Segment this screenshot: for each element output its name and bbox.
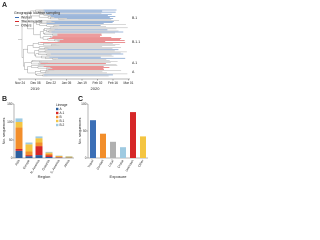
x-tick-label: Africa bbox=[63, 159, 71, 168]
clade-label: B.1.1 bbox=[132, 40, 140, 44]
legend-label: The Americas bbox=[21, 19, 43, 23]
bar-segment bbox=[45, 152, 53, 154]
y-tick-label: 0 bbox=[85, 156, 87, 160]
legend-label: B bbox=[60, 115, 62, 119]
y-tick-label: 150 bbox=[7, 102, 13, 106]
bar-segment bbox=[25, 155, 33, 157]
x-tick-label: Contact bbox=[96, 159, 105, 171]
bar-segment bbox=[55, 156, 63, 158]
bar-segment bbox=[15, 149, 23, 151]
year-label: 2019 bbox=[31, 86, 41, 91]
bar-segment bbox=[45, 156, 53, 158]
y-tick-label: 50 bbox=[83, 129, 87, 133]
year-label: 2020 bbox=[91, 86, 101, 91]
legend-label: Wuhan bbox=[21, 15, 32, 19]
bar-segment bbox=[35, 146, 43, 156]
x-tick-label: Other bbox=[137, 158, 145, 168]
bar-segment bbox=[35, 136, 43, 139]
legend-title: Lineage bbox=[56, 103, 68, 107]
y-tick-label: 0 bbox=[11, 156, 13, 160]
x-tick-label: Local bbox=[107, 159, 114, 168]
legend-swatch bbox=[56, 119, 59, 123]
bar-segment bbox=[45, 151, 53, 153]
y-tick-label: 50 bbox=[9, 138, 13, 142]
bar bbox=[100, 133, 106, 158]
x-tick-label: Unknown bbox=[124, 159, 134, 173]
bar-segment bbox=[25, 144, 33, 152]
legend-swatch bbox=[56, 123, 59, 127]
date-label: Jan 05 bbox=[62, 81, 72, 85]
x-axis-label: Exposure bbox=[110, 174, 128, 179]
legend-label: A.1 bbox=[60, 111, 65, 115]
date-label: Nov 24 bbox=[15, 81, 25, 85]
x-axis-label: Region bbox=[38, 174, 51, 179]
bar-segment bbox=[15, 127, 23, 149]
bar-segment bbox=[15, 118, 23, 122]
legend-label: Others bbox=[21, 23, 32, 27]
bar-segment bbox=[35, 138, 43, 143]
date-label: Mar 01 bbox=[124, 81, 134, 85]
y-axis-label: No. sequences bbox=[1, 118, 6, 145]
bar-segment bbox=[25, 151, 33, 156]
date-label: Feb 16 bbox=[108, 81, 118, 85]
legend-label: B.2 bbox=[60, 123, 65, 127]
bar bbox=[130, 112, 136, 158]
date-label: Jan 19 bbox=[77, 81, 87, 85]
legend-swatch bbox=[56, 111, 59, 115]
bar-segment bbox=[55, 155, 63, 157]
bar-segment bbox=[35, 155, 43, 158]
date-label: Dec 08 bbox=[30, 81, 40, 85]
x-tick-label: Travel bbox=[87, 159, 95, 169]
bar-segment bbox=[45, 155, 53, 157]
x-tick-label: N. America bbox=[29, 159, 40, 175]
bar-segment bbox=[25, 142, 33, 145]
clade-label: A.1 bbox=[132, 61, 137, 65]
x-tick-label: Europe bbox=[22, 159, 31, 170]
x-tick-label: S. America bbox=[49, 159, 60, 175]
date-label: Dec 22 bbox=[46, 81, 56, 85]
bar bbox=[90, 120, 96, 158]
bar-segment bbox=[15, 150, 23, 158]
legend-swatch bbox=[56, 107, 59, 111]
bar-segment bbox=[15, 122, 23, 128]
panel-label: C bbox=[78, 96, 83, 103]
bar bbox=[140, 136, 146, 158]
x-tick-label: Asia bbox=[14, 159, 21, 167]
panel-label: A bbox=[2, 2, 7, 9]
y-tick-label: 100 bbox=[7, 120, 13, 124]
bar bbox=[120, 147, 126, 158]
bar-segment bbox=[35, 142, 43, 147]
legend-swatch bbox=[56, 115, 59, 119]
x-tick-label: Cruise bbox=[117, 159, 125, 169]
clade-label: B.1 bbox=[132, 16, 137, 20]
bar-segment bbox=[45, 153, 53, 156]
x-tick-label: Oceania bbox=[41, 159, 51, 171]
clade-label: A bbox=[132, 70, 135, 74]
panel-label: B bbox=[2, 96, 7, 103]
bar-segment bbox=[65, 156, 73, 158]
legend-label: A bbox=[60, 107, 63, 111]
legend-title: Geographic location sampling bbox=[14, 11, 60, 15]
y-tick-label: 100 bbox=[81, 102, 87, 106]
y-axis-label: No. sequences bbox=[77, 118, 82, 145]
bar-segment bbox=[25, 156, 33, 158]
date-label: Feb 02 bbox=[93, 81, 103, 85]
legend-label: B.1 bbox=[60, 119, 65, 123]
bar bbox=[110, 141, 116, 158]
